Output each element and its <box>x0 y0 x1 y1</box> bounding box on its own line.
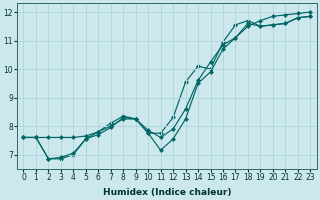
X-axis label: Humidex (Indice chaleur): Humidex (Indice chaleur) <box>103 188 231 197</box>
